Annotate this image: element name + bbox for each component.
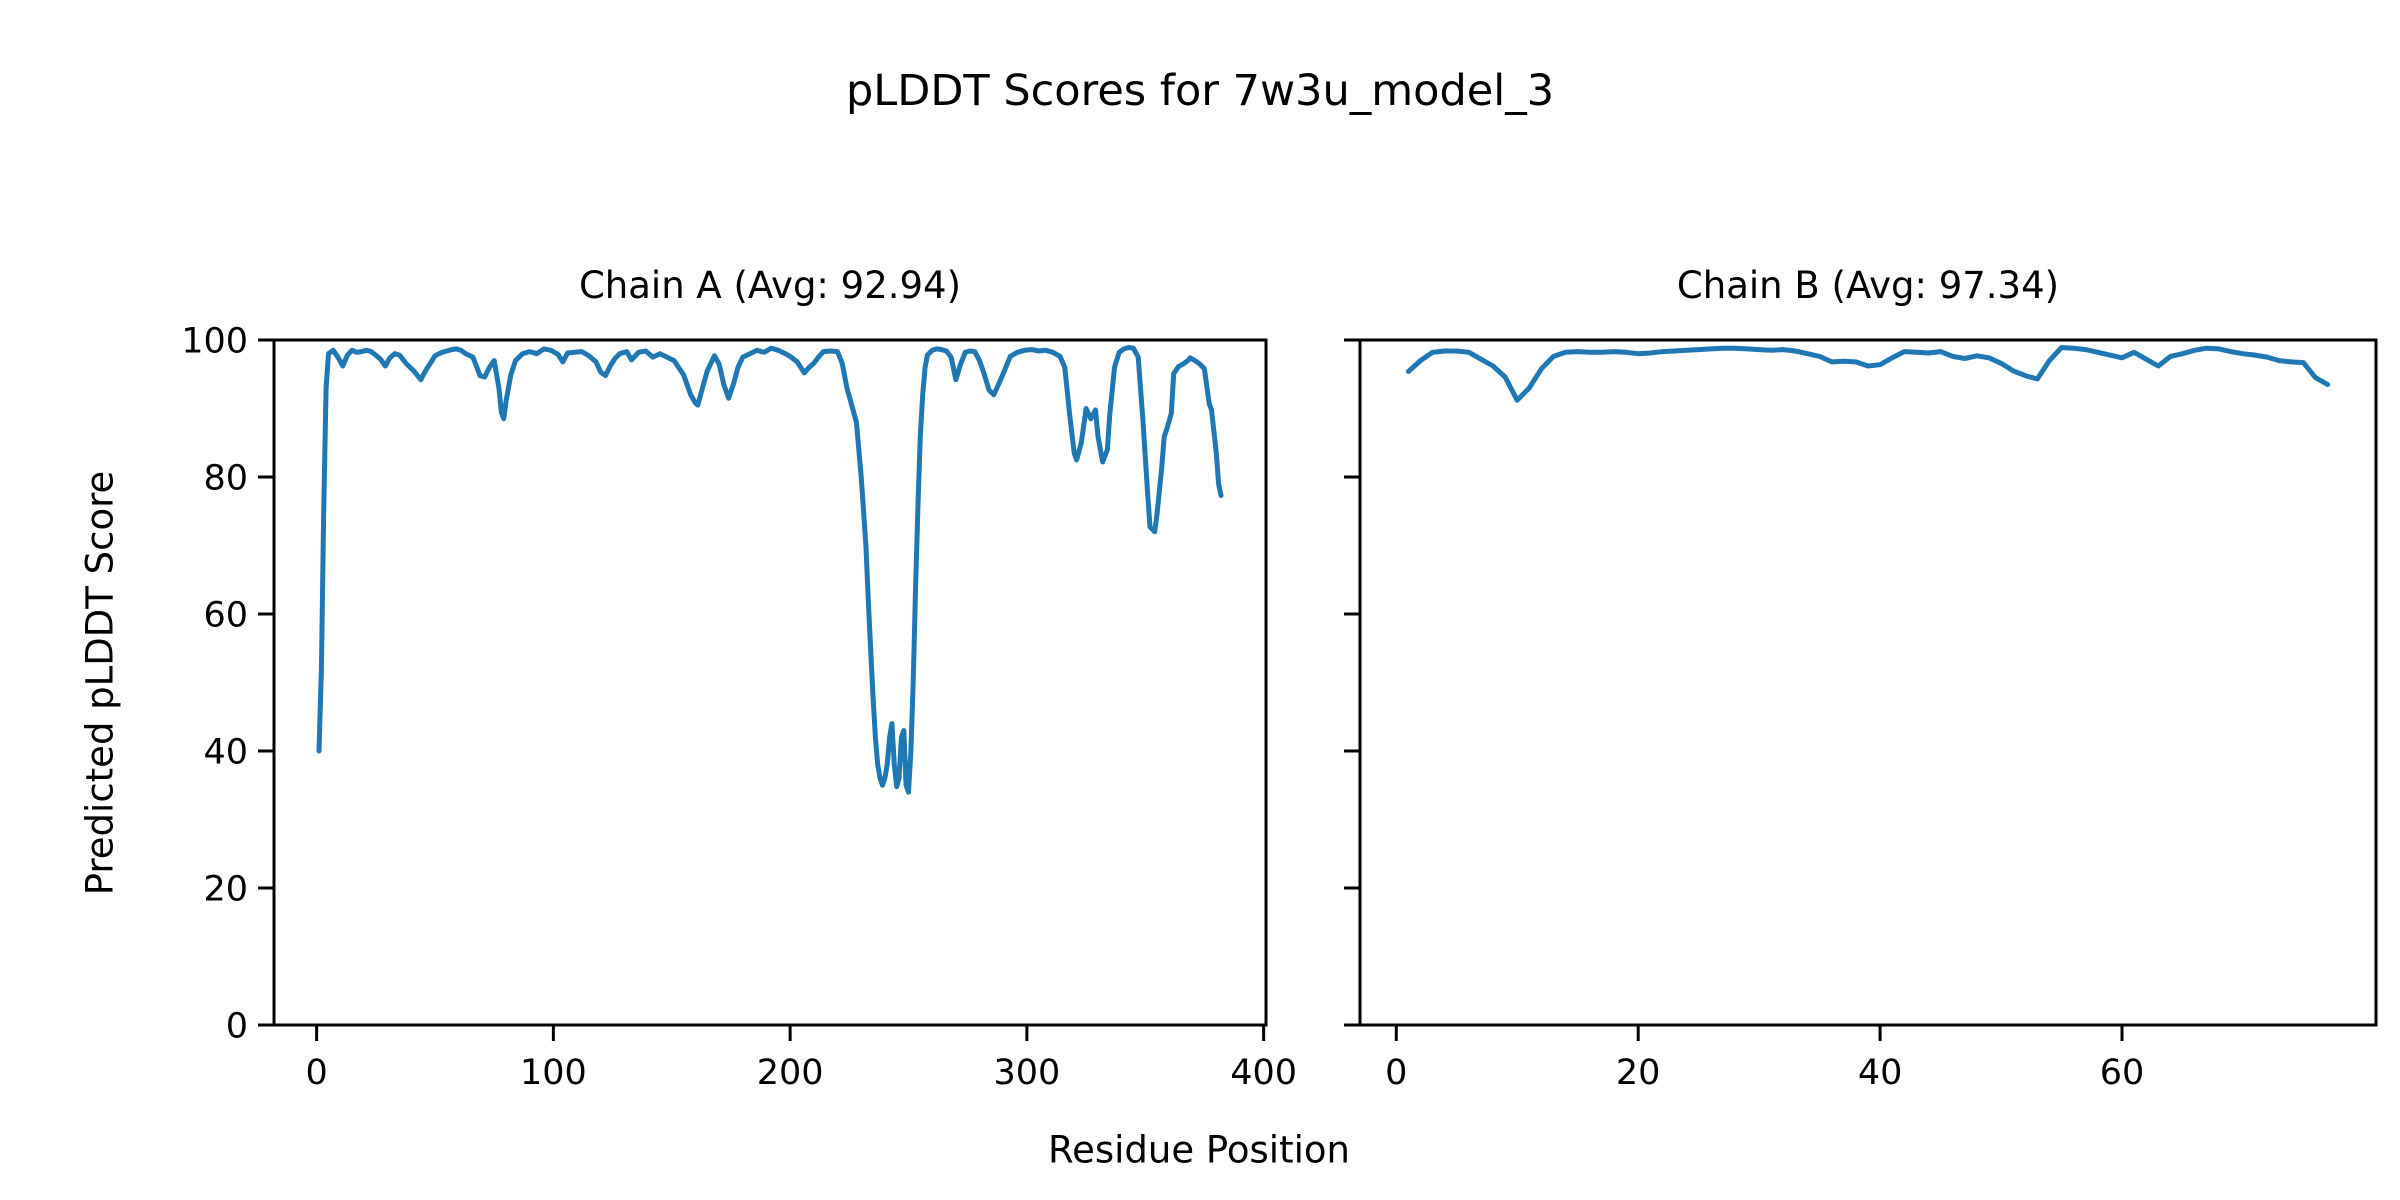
plddt-line-chain-A: [316, 345, 1224, 795]
plot-box-chain-A: [272, 338, 1268, 1027]
y-tick-label: 0: [226, 1006, 248, 1046]
y-tick-label: 60: [203, 595, 248, 635]
figure-title: pLDDT Scores for 7w3u_model_3: [845, 66, 1555, 116]
y-tick-label: 100: [181, 321, 248, 361]
y-tick-label: 80: [203, 458, 248, 498]
chain-a-subplot-title: Chain A (Avg: 92.94): [578, 264, 962, 307]
x-tick-label: 40: [1858, 1053, 1903, 1093]
x-tick-label: 0: [1385, 1053, 1407, 1093]
y-tick-label: 20: [203, 869, 248, 909]
chain-b-subplot-title: Chain B (Avg: 97.34): [1676, 264, 2060, 307]
x-tick-label: 100: [520, 1053, 587, 1093]
y-tick-label: 40: [203, 732, 248, 772]
x-axis-label: Residue Position: [1048, 1128, 1350, 1172]
x-tick-label: 300: [993, 1053, 1060, 1093]
x-tick-label: 60: [2100, 1053, 2145, 1093]
plot-box-chain-B: [1358, 338, 2378, 1027]
x-tick-label: 400: [1230, 1053, 1297, 1093]
x-tick-label: 0: [305, 1053, 327, 1093]
x-tick-label: 20: [1616, 1053, 1661, 1093]
plddt-line-chain-B: [1405, 345, 2331, 403]
x-tick-label: 200: [757, 1053, 824, 1093]
